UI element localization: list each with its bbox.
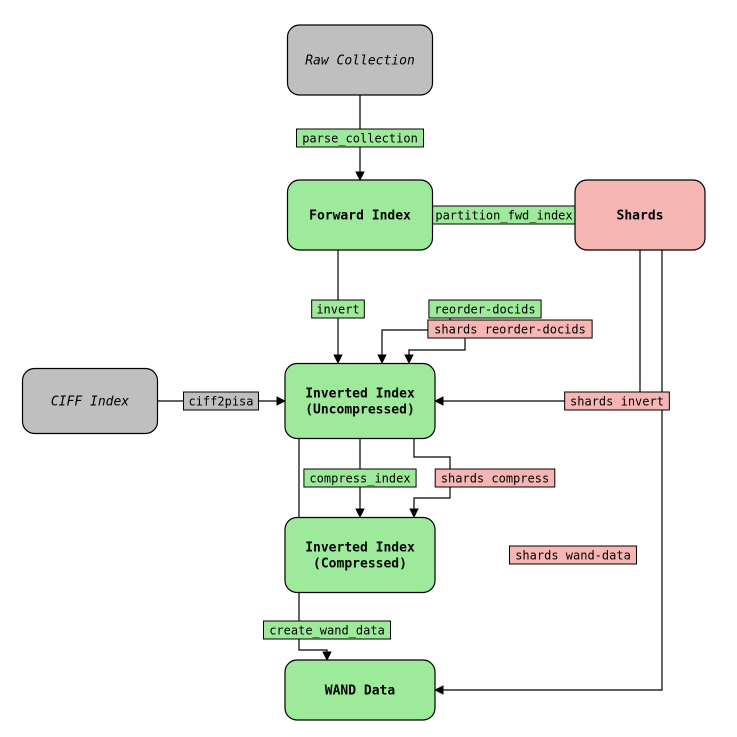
node-label: Forward Index <box>309 209 411 224</box>
node-wand: WAND Data <box>285 660 435 720</box>
edge-label-e_shards_reorder: shards reorder-docids <box>428 320 592 338</box>
node-label: Raw Collection <box>305 54 415 69</box>
edge-label-e_shards_wand: shards wand-data <box>509 546 636 564</box>
node-ciff: CIFF Index <box>23 369 158 434</box>
edge-label-text: reorder-docids <box>434 303 535 317</box>
node-label: Inverted Index <box>305 386 415 401</box>
edge-label-e_shards_compress: shards compress <box>435 469 555 487</box>
node-label: Inverted Index <box>305 540 415 555</box>
node-label: WAND Data <box>325 684 396 699</box>
node-label: Shards <box>617 209 664 224</box>
edge-label-e_shards_invert: shards invert <box>565 392 670 410</box>
edge-label-e_compress: compress_index <box>304 469 416 487</box>
edge-label-text: create_wand_data <box>269 624 385 638</box>
edge-label-text: shards wand-data <box>515 549 631 563</box>
node-label: (Compressed) <box>313 557 407 572</box>
edge-label-text: ciff2pisa <box>188 395 253 409</box>
node-fwd: Forward Index <box>288 180 433 250</box>
edge-label-e_create_wand: create_wand_data <box>263 621 390 639</box>
edge-label-e_partition: partition_fwd_index <box>429 206 578 224</box>
edge-label-text: shards reorder-docids <box>434 323 586 337</box>
node-raw: Raw Collection <box>288 25 433 95</box>
edge-label-e_ciff2pisa: ciff2pisa <box>184 392 259 410</box>
node-shards: Shards <box>575 180 705 250</box>
node-inv_u: Inverted Index (Uncompressed) <box>285 364 435 439</box>
edge-label-e_invert: invert <box>312 300 365 318</box>
edge-label-text: shards invert <box>570 395 664 409</box>
edge-label-e_parse: parse_collection <box>296 129 423 147</box>
edge-label-text: shards compress <box>441 472 549 486</box>
edge-label-text: parse_collection <box>302 132 418 146</box>
node-inv_c: Inverted Index (Compressed) <box>285 518 435 593</box>
edge-label-text: invert <box>316 303 359 317</box>
edge-label-text: compress_index <box>309 472 410 486</box>
edge-label-text: partition_fwd_index <box>435 209 572 223</box>
node-label: (Uncompressed) <box>305 403 415 418</box>
edge-label-e_reorder: reorder-docids <box>429 300 541 318</box>
node-label: CIFF Index <box>51 395 129 410</box>
flowchart: parse_collection partition_fwd_indexinver… <box>0 0 737 737</box>
